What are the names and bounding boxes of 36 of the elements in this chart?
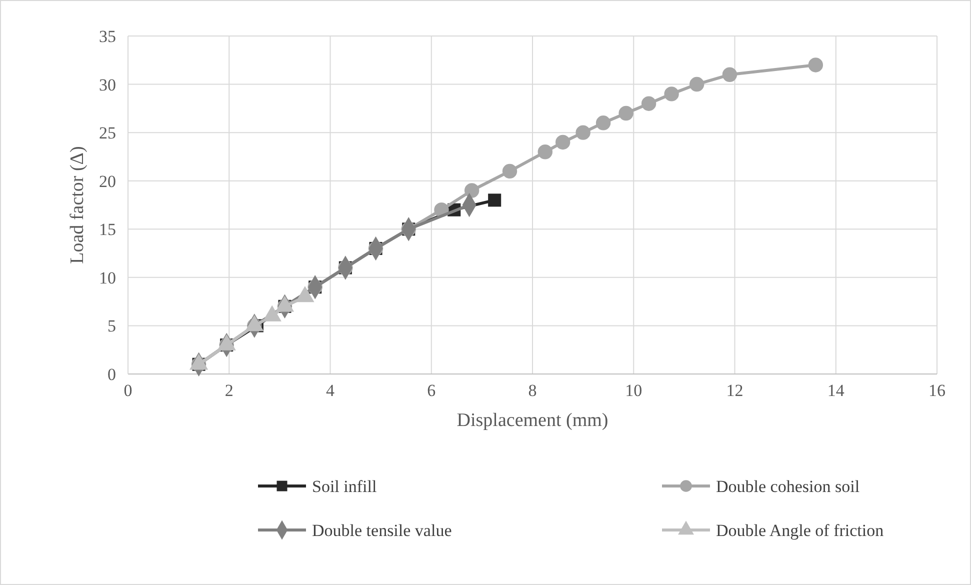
legend-label: Double tensile value xyxy=(312,521,452,540)
point xyxy=(596,116,611,130)
x-tick-label: 14 xyxy=(827,381,845,400)
legend-label: Double Angle of friction xyxy=(716,521,884,540)
y-tick-label: 25 xyxy=(99,124,116,143)
legend-label: Double cohesion soil xyxy=(716,477,860,496)
x-tick-label: 8 xyxy=(528,381,537,400)
point xyxy=(618,106,634,121)
point xyxy=(464,183,480,198)
point xyxy=(808,58,824,72)
point xyxy=(722,67,738,82)
point xyxy=(641,96,656,111)
point xyxy=(538,144,552,160)
x-tick-label: 16 xyxy=(928,381,946,400)
x-tick-label: 4 xyxy=(326,381,335,400)
y-tick-label: 30 xyxy=(99,75,116,94)
x-tick-label: 10 xyxy=(625,381,642,400)
x-tick-label: 0 xyxy=(124,381,132,400)
x-tick-label: 12 xyxy=(726,381,744,400)
x-tick-label: 2 xyxy=(224,381,234,400)
point xyxy=(555,134,570,150)
point xyxy=(689,76,704,92)
point xyxy=(488,194,502,207)
x-axis-title: Displacement (mm) xyxy=(456,410,608,431)
y-tick-label: 35 xyxy=(99,27,116,46)
y-tick-label: 20 xyxy=(99,172,116,191)
y-tick-label: 15 xyxy=(99,220,116,240)
y-tick-label: 5 xyxy=(108,316,116,336)
legend-label: Soil infill xyxy=(312,477,377,496)
x-tick-label: 6 xyxy=(427,381,436,400)
point xyxy=(502,164,518,179)
y-tick-label: 0 xyxy=(108,365,116,384)
y-axis-title: Load factor (Δ) xyxy=(67,146,88,264)
y-tick-label: 10 xyxy=(99,268,116,288)
point xyxy=(576,125,590,140)
point xyxy=(664,86,679,102)
